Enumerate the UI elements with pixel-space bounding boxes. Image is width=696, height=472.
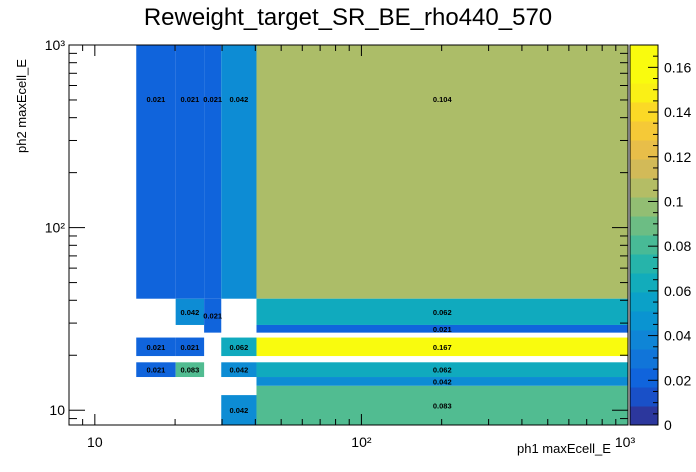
colorbar-segment (630, 159, 658, 179)
cell-value-label: 0.042 (433, 377, 452, 386)
colorbar-segment (630, 45, 658, 65)
heatmap-cell (221, 45, 257, 299)
heatmap-cell (221, 337, 257, 357)
colorbar-segment (630, 311, 658, 331)
cell-value-label: 0.042 (229, 366, 248, 375)
y-tick-label: 10 (49, 402, 65, 418)
cell-value-label: 0.021 (180, 343, 199, 352)
cell-value-label: 0.021 (147, 95, 166, 104)
chart-title: Reweight_target_SR_BE_rho440_570 (143, 4, 553, 31)
heatmap-cells (136, 45, 628, 425)
heatmap-cell (136, 362, 176, 378)
cell-value-label: 0.021 (203, 312, 222, 321)
y-tick-label: 10² (45, 220, 66, 236)
colorbar-segment (630, 254, 658, 274)
cell-value-label: 0.042 (180, 308, 199, 317)
colorbar-segment (630, 83, 658, 103)
cell-value-label: 0.021 (203, 95, 222, 104)
cell-value-label: 0.167 (433, 343, 452, 352)
y-tick-label: 10³ (45, 37, 66, 53)
colorbar-segment (630, 140, 658, 160)
cell-value-label: 0.083 (180, 366, 199, 375)
heatmap-cell (221, 395, 257, 425)
heatmap-cell (256, 385, 628, 425)
colorbar-segment (630, 368, 658, 388)
colorbar-tick-label: 0.02 (664, 372, 691, 388)
colorbar-segment (630, 406, 658, 426)
colorbar-segment (630, 235, 658, 255)
cell-value-label: 0.021 (433, 325, 452, 334)
colorbar-tick-label: 0.04 (664, 328, 691, 344)
colorbar-segment (630, 330, 658, 350)
x-tick-label: 10 (87, 434, 103, 450)
x-axis: 10 10² 10³ (68, 45, 636, 450)
cell-value-label: 0.104 (433, 95, 453, 104)
colorbar: 0 0.02 0.04 0.06 0.08 0.1 0.12 0.14 0.16 (629, 44, 691, 433)
cell-value-label: 0.042 (229, 95, 248, 104)
cell-value-label: 0.062 (433, 366, 452, 375)
cell-value-label: 0.062 (433, 308, 452, 317)
colorbar-segment (630, 273, 658, 293)
heatmap-cell (136, 45, 176, 299)
colorbar-segment (630, 216, 658, 236)
heatmap-cell (136, 337, 176, 357)
heatmap-cell (175, 45, 205, 299)
colorbar-tick-label: 0.1 (664, 193, 684, 209)
heatmap-cell (256, 337, 628, 357)
heatmap-cell (204, 45, 222, 299)
cell-value-label: 0.062 (229, 343, 248, 352)
colorbar-segment (630, 197, 658, 217)
x-tick-label: 10² (351, 434, 372, 450)
heatmap-cell (256, 377, 628, 386)
cell-value-label: 0.042 (229, 406, 248, 415)
colorbar-segment (630, 178, 658, 198)
y-axis: 10 10² 10³ (45, 37, 628, 420)
y-axis-label: ph2 maxEcell_E (14, 59, 29, 153)
colorbar-segment (630, 121, 658, 141)
x-tick-label: 10³ (615, 434, 636, 450)
heatmap-cell (175, 362, 205, 378)
colorbar-segment (630, 387, 658, 407)
cell-value-label: 0.083 (433, 401, 452, 410)
heatmap-cell (204, 298, 222, 333)
colorbar-segment (630, 64, 658, 84)
colorbar-segment (630, 292, 658, 312)
cell-value-label: 0.021 (147, 366, 166, 375)
heatmap-cell (175, 298, 205, 325)
plot-frame (68, 44, 629, 426)
colorbar-segment (630, 102, 658, 122)
heatmap-cell (256, 298, 628, 325)
colorbar-tick-label: 0.14 (664, 104, 691, 120)
colorbar-tick-label: 0.06 (664, 283, 691, 299)
cell-value-label: 0.021 (147, 343, 166, 352)
colorbar-tick-label: 0.08 (664, 238, 691, 254)
heatmap-cell (221, 362, 257, 378)
heatmap-cell (256, 362, 628, 378)
heatmap-cell (256, 324, 628, 333)
cell-value-label: 0.021 (180, 95, 199, 104)
x-axis-label: ph1 maxEcell_E (517, 441, 611, 456)
colorbar-tick-label: 0.12 (664, 149, 691, 165)
colorbar-tick-label: 0 (664, 417, 672, 433)
colorbar-tick-label: 0.16 (664, 59, 691, 75)
cell-labels: 0.021 0.021 0.021 0.042 0.104 0.042 0.021 0.062… (147, 95, 453, 415)
heatmap-cell (175, 337, 205, 357)
colorbar-segment (630, 349, 658, 369)
heatmap-cell (256, 45, 628, 299)
